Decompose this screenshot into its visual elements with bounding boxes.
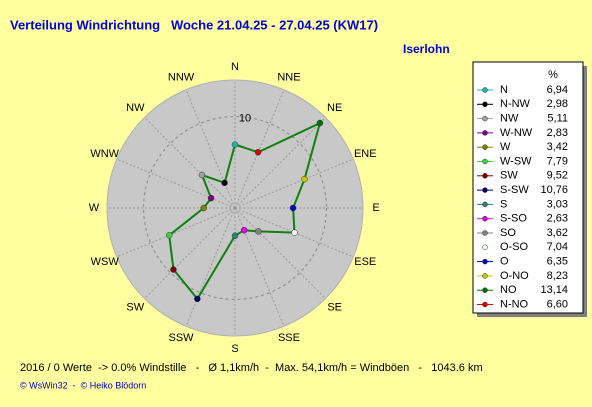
spoke	[234, 89, 285, 209]
legend-swatch	[482, 273, 488, 279]
legend-swatch	[482, 144, 488, 150]
spoke	[234, 158, 354, 209]
direction-label: SE	[327, 302, 342, 314]
direction-label: NNW	[168, 72, 195, 84]
legend-swatch	[482, 158, 488, 165]
legend-label: S	[500, 198, 507, 210]
legend-value: 2,83	[547, 127, 568, 139]
legend-swatch	[482, 115, 488, 122]
radar-point	[200, 204, 207, 212]
legend-value: 6,94	[547, 84, 568, 96]
direction-label: ENE	[354, 148, 377, 160]
legend-swatch	[482, 130, 488, 136]
spoke	[234, 207, 326, 299]
spoke	[185, 207, 236, 327]
radar-point	[231, 232, 239, 239]
legend-swatch	[482, 173, 488, 179]
direction-label: S	[231, 343, 238, 355]
legend-swatch	[482, 230, 488, 236]
legend-value: 2,98	[547, 98, 568, 110]
legend-label: W-SW	[500, 155, 532, 167]
legend-value: 6,60	[547, 298, 568, 310]
legend-value: 13,14	[540, 284, 568, 296]
legend-label: N	[500, 84, 508, 96]
legend-swatch	[482, 201, 488, 208]
legend-value: 10,76	[540, 184, 568, 196]
legend-unit: %	[548, 69, 558, 81]
legend-label: SO	[500, 227, 516, 239]
radar-point	[170, 266, 177, 273]
legend-label: NO	[500, 284, 517, 296]
legend-swatch	[482, 101, 488, 108]
spoke	[116, 158, 236, 209]
legend-label: W-NW	[500, 127, 533, 139]
direction-label: N	[231, 61, 239, 73]
credit: © WsWin32 - © Heiko Blödorn	[20, 380, 146, 390]
direction-label: NW	[126, 102, 145, 114]
legend-label: S-SW	[500, 184, 529, 196]
legend-value: 5,11	[547, 113, 568, 125]
legend-value: 3,03	[547, 198, 568, 210]
radar-point	[165, 232, 173, 239]
direction-label: SW	[126, 302, 144, 314]
legend-label: O-SO	[500, 241, 529, 253]
legend-swatch	[482, 301, 488, 308]
legend-value: 9,52	[547, 170, 568, 182]
grid-ring	[143, 116, 327, 300]
legend-value: 3,62	[547, 227, 568, 239]
legend-swatch	[482, 244, 488, 251]
legend-value: 7,04	[547, 241, 568, 253]
direction-label: SSE	[278, 332, 300, 344]
radar-point	[301, 175, 308, 183]
radar-point	[316, 119, 324, 127]
radar-point	[289, 204, 297, 212]
r-tick-label: 10	[239, 112, 251, 124]
legend-label: NW	[500, 113, 519, 125]
legend-value: 8,23	[547, 270, 568, 282]
legend-value: 7,79	[547, 155, 568, 167]
radar-point	[255, 228, 262, 235]
legend-label: W	[500, 141, 511, 153]
legend-label: O-NO	[500, 270, 529, 282]
direction-label: W	[89, 202, 100, 214]
legend-value: 2,63	[547, 213, 568, 225]
legend-swatch	[482, 187, 488, 193]
spoke	[185, 89, 236, 209]
radar-point	[207, 194, 215, 202]
legend-label: S-SO	[500, 213, 527, 225]
legend-label: O	[500, 256, 509, 268]
spoke	[144, 207, 236, 299]
radar-point	[221, 179, 228, 187]
legend-swatch	[482, 258, 488, 265]
legend-value: 6,35	[547, 256, 568, 268]
direction-label: ESE	[354, 256, 376, 268]
chart-subtitle: Iserlohn	[403, 42, 450, 56]
radar-point	[231, 141, 239, 148]
direction-label: WNW	[90, 148, 119, 160]
footer: 2016 / 0 Werte -> 0.0% Windstille - Ø 1,…	[20, 362, 483, 374]
legend-label: SW	[500, 170, 518, 182]
direction-label: E	[372, 202, 379, 214]
direction-label: WSW	[91, 256, 120, 268]
radar-point	[198, 171, 206, 179]
legend-label: N-NW	[500, 98, 531, 110]
spoke	[234, 117, 326, 209]
radar-point	[254, 149, 262, 156]
direction-label: NE	[327, 102, 342, 114]
legend-swatch	[482, 87, 488, 93]
chart-title: Verteilung Windrichtung Woche 21.04.25 -…	[10, 17, 378, 32]
spoke	[144, 117, 236, 209]
legend-value: 3,42	[547, 141, 568, 153]
radar-point	[291, 229, 298, 236]
legend-label: N-NO	[500, 298, 529, 310]
radar-point	[240, 226, 248, 234]
spoke	[116, 207, 236, 258]
legend-swatch	[482, 287, 488, 293]
direction-label: NNE	[277, 72, 300, 84]
direction-label: SSW	[169, 332, 195, 344]
legend-swatch	[482, 215, 488, 222]
radar-point	[194, 295, 201, 303]
